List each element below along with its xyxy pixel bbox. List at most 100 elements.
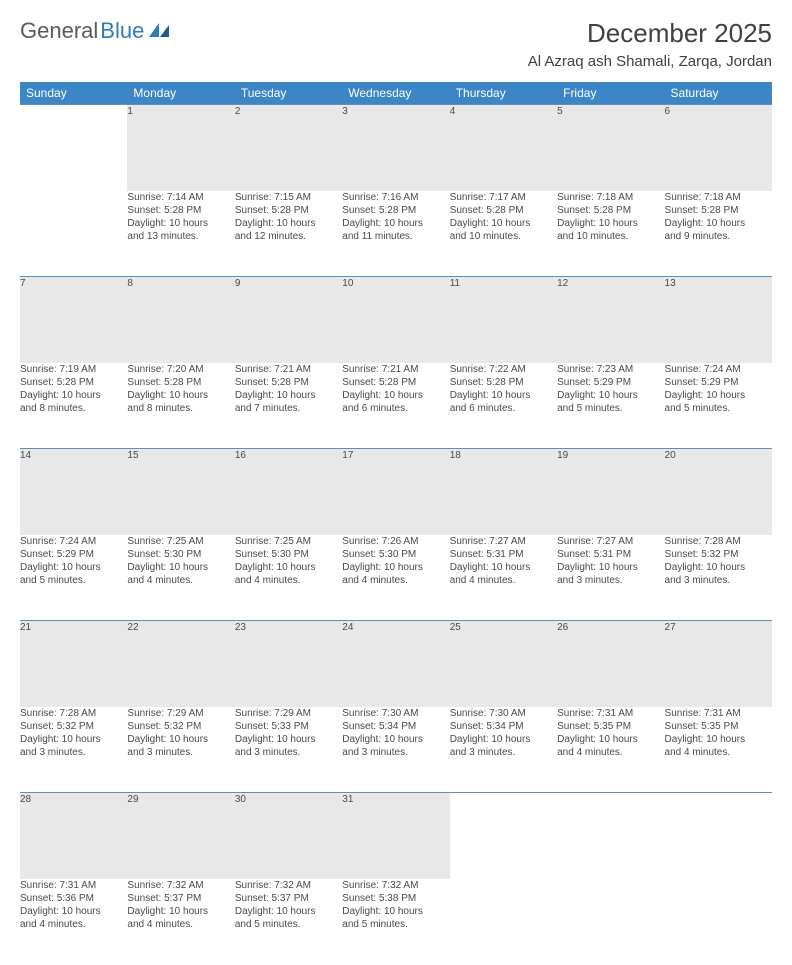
day-content-cell: Sunrise: 7:20 AMSunset: 5:28 PMDaylight:… — [127, 363, 234, 449]
day-content-cell: Sunrise: 7:28 AMSunset: 5:32 PMDaylight:… — [665, 535, 772, 621]
day-number-cell: 22 — [127, 621, 234, 707]
daylight1-text: Daylight: 10 hours — [342, 389, 449, 402]
sunset-text: Sunset: 5:31 PM — [557, 548, 664, 561]
location: Al Azraq ash Shamali, Zarqa, Jordan — [528, 53, 772, 70]
sunset-text: Sunset: 5:29 PM — [20, 548, 127, 561]
sunset-text: Sunset: 5:37 PM — [235, 892, 342, 905]
daylight1-text: Daylight: 10 hours — [665, 561, 772, 574]
sunset-text: Sunset: 5:28 PM — [450, 204, 557, 217]
daylight2-text: and 3 minutes. — [20, 746, 127, 759]
day-content-cell: Sunrise: 7:25 AMSunset: 5:30 PMDaylight:… — [127, 535, 234, 621]
day-content-cell: Sunrise: 7:22 AMSunset: 5:28 PMDaylight:… — [450, 363, 557, 449]
daylight1-text: Daylight: 10 hours — [342, 733, 449, 746]
day-content-cell: Sunrise: 7:17 AMSunset: 5:28 PMDaylight:… — [450, 191, 557, 277]
daylight1-text: Daylight: 10 hours — [127, 389, 234, 402]
sunset-text: Sunset: 5:32 PM — [127, 720, 234, 733]
day-number-cell: 21 — [20, 621, 127, 707]
day-content-cell — [20, 191, 127, 277]
sunrise-text: Sunrise: 7:31 AM — [557, 707, 664, 720]
day-content-cell: Sunrise: 7:24 AMSunset: 5:29 PMDaylight:… — [20, 535, 127, 621]
weekday-header: Tuesday — [235, 82, 342, 105]
day-number-cell: 14 — [20, 449, 127, 535]
daylight1-text: Daylight: 10 hours — [20, 389, 127, 402]
day-content-cell — [665, 879, 772, 965]
sunset-text: Sunset: 5:32 PM — [665, 548, 772, 561]
sunset-text: Sunset: 5:35 PM — [557, 720, 664, 733]
sunrise-text: Sunrise: 7:18 AM — [665, 191, 772, 204]
day-number-cell: 11 — [450, 277, 557, 363]
header: GeneralBlue December 2025 Al Azraq ash S… — [20, 18, 772, 70]
sunset-text: Sunset: 5:30 PM — [127, 548, 234, 561]
sunset-text: Sunset: 5:36 PM — [20, 892, 127, 905]
title-block: December 2025 Al Azraq ash Shamali, Zarq… — [528, 18, 772, 70]
daylight2-text: and 3 minutes. — [557, 574, 664, 587]
daylight2-text: and 3 minutes. — [235, 746, 342, 759]
daylight1-text: Daylight: 10 hours — [235, 905, 342, 918]
day-content-row: Sunrise: 7:28 AMSunset: 5:32 PMDaylight:… — [20, 707, 772, 793]
sunrise-text: Sunrise: 7:21 AM — [235, 363, 342, 376]
day-number-cell: 3 — [342, 105, 449, 191]
sunset-text: Sunset: 5:28 PM — [127, 376, 234, 389]
daylight1-text: Daylight: 10 hours — [235, 561, 342, 574]
daylight1-text: Daylight: 10 hours — [127, 905, 234, 918]
sunrise-text: Sunrise: 7:31 AM — [20, 879, 127, 892]
daylight2-text: and 4 minutes. — [342, 574, 449, 587]
daylight1-text: Daylight: 10 hours — [450, 733, 557, 746]
daylight2-text: and 8 minutes. — [20, 402, 127, 415]
day-number-cell: 17 — [342, 449, 449, 535]
sunrise-text: Sunrise: 7:16 AM — [342, 191, 449, 204]
day-content-cell: Sunrise: 7:30 AMSunset: 5:34 PMDaylight:… — [450, 707, 557, 793]
day-content-cell: Sunrise: 7:14 AMSunset: 5:28 PMDaylight:… — [127, 191, 234, 277]
logo-text-blue: Blue — [100, 18, 144, 44]
weekday-header: Saturday — [665, 82, 772, 105]
daylight2-text: and 10 minutes. — [450, 230, 557, 243]
weekday-header: Friday — [557, 82, 664, 105]
sunrise-text: Sunrise: 7:30 AM — [342, 707, 449, 720]
daylight2-text: and 5 minutes. — [342, 918, 449, 931]
calendar-table: Sunday Monday Tuesday Wednesday Thursday… — [20, 82, 772, 965]
daylight2-text: and 4 minutes. — [20, 918, 127, 931]
sunrise-text: Sunrise: 7:24 AM — [20, 535, 127, 548]
sunset-text: Sunset: 5:28 PM — [235, 376, 342, 389]
day-content-cell: Sunrise: 7:24 AMSunset: 5:29 PMDaylight:… — [665, 363, 772, 449]
sunset-text: Sunset: 5:32 PM — [20, 720, 127, 733]
daylight1-text: Daylight: 10 hours — [235, 733, 342, 746]
sunrise-text: Sunrise: 7:31 AM — [665, 707, 772, 720]
day-content-cell: Sunrise: 7:29 AMSunset: 5:32 PMDaylight:… — [127, 707, 234, 793]
day-number-cell: 15 — [127, 449, 234, 535]
weekday-header-row: Sunday Monday Tuesday Wednesday Thursday… — [20, 82, 772, 105]
day-number-cell: 19 — [557, 449, 664, 535]
day-content-cell — [450, 879, 557, 965]
sunset-text: Sunset: 5:33 PM — [235, 720, 342, 733]
sunrise-text: Sunrise: 7:15 AM — [235, 191, 342, 204]
daylight2-text: and 3 minutes. — [450, 746, 557, 759]
daylight2-text: and 11 minutes. — [342, 230, 449, 243]
sunset-text: Sunset: 5:38 PM — [342, 892, 449, 905]
daylight2-text: and 4 minutes. — [127, 918, 234, 931]
day-number-cell: 28 — [20, 793, 127, 879]
day-number-row: 78910111213 — [20, 277, 772, 363]
day-number-cell: 7 — [20, 277, 127, 363]
daylight2-text: and 4 minutes. — [450, 574, 557, 587]
sunset-text: Sunset: 5:28 PM — [557, 204, 664, 217]
sunrise-text: Sunrise: 7:23 AM — [557, 363, 664, 376]
day-number-cell: 29 — [127, 793, 234, 879]
daylight1-text: Daylight: 10 hours — [20, 905, 127, 918]
day-content-cell: Sunrise: 7:15 AMSunset: 5:28 PMDaylight:… — [235, 191, 342, 277]
weekday-header: Monday — [127, 82, 234, 105]
day-number-cell — [665, 793, 772, 879]
day-content-cell: Sunrise: 7:27 AMSunset: 5:31 PMDaylight:… — [450, 535, 557, 621]
sunrise-text: Sunrise: 7:19 AM — [20, 363, 127, 376]
daylight1-text: Daylight: 10 hours — [557, 217, 664, 230]
daylight1-text: Daylight: 10 hours — [342, 561, 449, 574]
sunrise-text: Sunrise: 7:32 AM — [235, 879, 342, 892]
day-content-cell: Sunrise: 7:26 AMSunset: 5:30 PMDaylight:… — [342, 535, 449, 621]
day-number-cell: 25 — [450, 621, 557, 707]
sunrise-text: Sunrise: 7:25 AM — [127, 535, 234, 548]
day-number-cell: 18 — [450, 449, 557, 535]
sunrise-text: Sunrise: 7:29 AM — [235, 707, 342, 720]
day-number-cell: 26 — [557, 621, 664, 707]
day-number-cell: 12 — [557, 277, 664, 363]
daylight2-text: and 5 minutes. — [557, 402, 664, 415]
day-number-row: 21222324252627 — [20, 621, 772, 707]
